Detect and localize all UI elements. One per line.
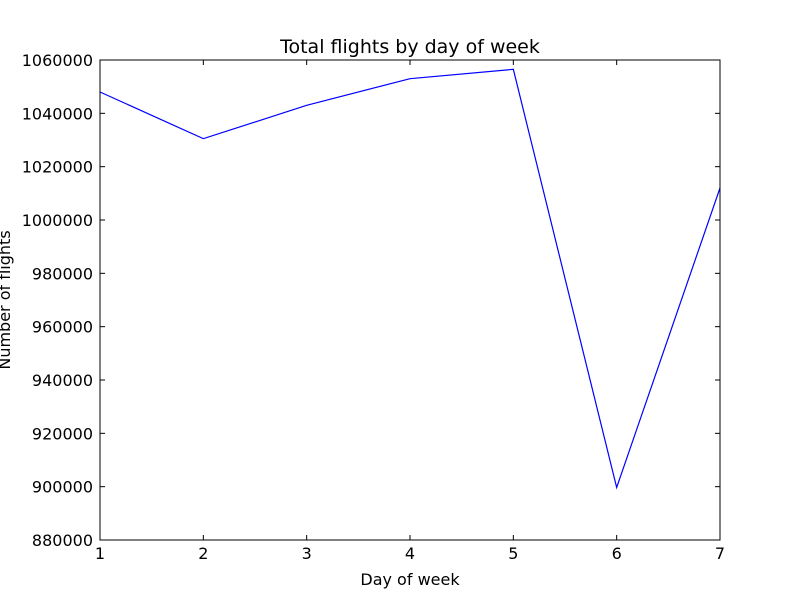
x-tick-label: 4 (405, 544, 415, 563)
y-axis-label: Number of flights (0, 230, 14, 369)
y-tick-label: 1040000 (22, 104, 93, 123)
y-tick-label: 1020000 (22, 158, 93, 177)
y-tick-label: 900000 (32, 478, 93, 497)
x-tick-label: 2 (198, 544, 208, 563)
y-tick-label: 960000 (32, 318, 93, 337)
x-tick-label: 6 (612, 544, 622, 563)
x-tick-label: 7 (715, 544, 725, 563)
y-tick-label: 1060000 (22, 51, 93, 70)
y-tick-label: 940000 (32, 371, 93, 390)
axes: 1 2 3 4 5 6 7 880000 900000 920000 940000 960000 980… (22, 51, 725, 563)
y-tick-label: 880000 (32, 531, 93, 550)
x-tick-label: 5 (508, 544, 518, 563)
series-line-0 (99, 68, 721, 490)
plot-frame (99, 59, 721, 541)
y-tick-label: 920000 (32, 424, 93, 443)
x-axis-label: Day of week (360, 570, 460, 589)
y-tick-label: 980000 (32, 264, 93, 283)
x-tick-label: 3 (302, 544, 312, 563)
chart-title: Total flights by day of week (279, 36, 540, 58)
y-tick-label: 1000000 (22, 211, 93, 230)
x-tick-label: 1 (95, 544, 105, 563)
